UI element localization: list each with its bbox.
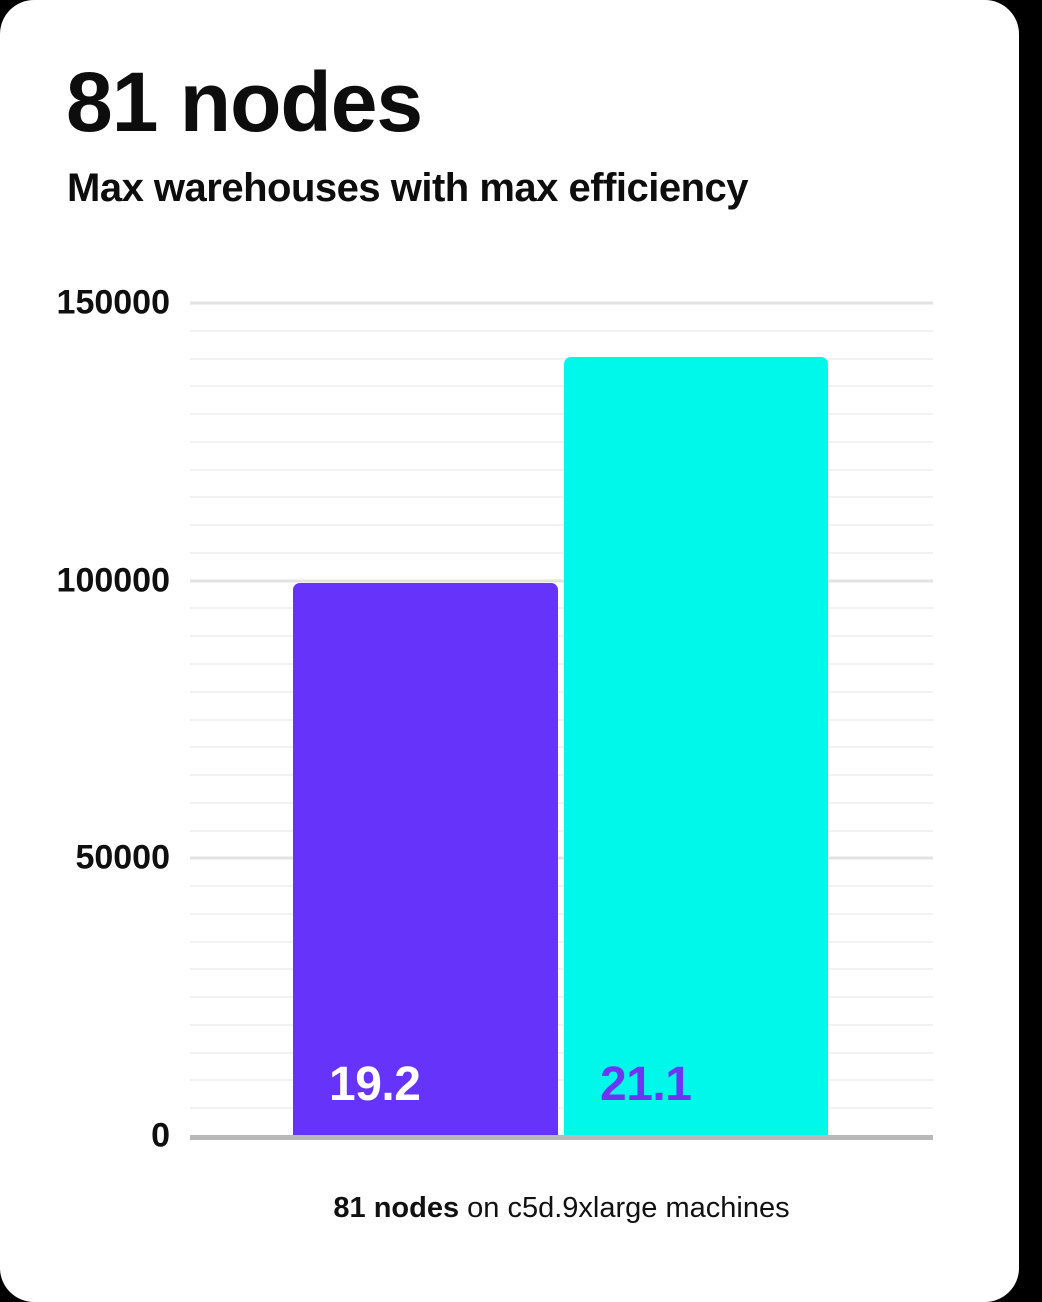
bar-21.1: 21.1 — [564, 356, 828, 1135]
minor-gridline — [190, 468, 933, 471]
y-axis-tick-label: 150000 — [56, 283, 170, 322]
minor-gridline — [190, 801, 933, 804]
major-gridline — [190, 301, 933, 305]
minor-gridline — [190, 1079, 933, 1082]
minor-gridline — [190, 413, 933, 416]
bar-chart: 0 50000 100000 150000 19.2 21.1 — [56, 283, 933, 1155]
minor-gridline — [190, 912, 933, 915]
minor-gridline — [190, 1051, 933, 1054]
x-axis-line — [190, 1135, 933, 1140]
minor-gridline — [190, 968, 933, 971]
minor-gridline — [190, 774, 933, 777]
minor-gridline — [190, 385, 933, 388]
y-axis-tick-label: 100000 — [56, 561, 170, 600]
minor-gridline — [190, 996, 933, 999]
chart-caption: 81 nodes on c5d.9xlarge machines — [190, 1192, 933, 1225]
minor-gridline — [190, 607, 933, 610]
major-gridline — [190, 579, 933, 583]
minor-gridline — [190, 524, 933, 527]
y-axis-tick-label: 0 — [151, 1116, 170, 1155]
minor-gridline — [190, 329, 933, 332]
minor-gridline — [190, 1023, 933, 1026]
minor-gridline — [190, 662, 933, 665]
bar-value-label: 21.1 — [600, 1057, 692, 1111]
minor-gridline — [190, 357, 933, 360]
minor-gridline — [190, 551, 933, 554]
minor-gridline — [190, 690, 933, 693]
minor-gridline — [190, 496, 933, 499]
minor-gridline — [190, 635, 933, 638]
minor-gridline — [190, 718, 933, 721]
chart-card: 81 nodes Max warehouses with max efficie… — [0, 0, 1019, 1302]
minor-gridline — [190, 885, 933, 888]
minor-gridline — [190, 440, 933, 443]
minor-gridline — [190, 746, 933, 749]
caption-regular-text: on c5d.9xlarge machines — [459, 1192, 790, 1224]
minor-gridline — [190, 1107, 933, 1110]
bar-19.2: 19.2 — [293, 583, 558, 1135]
bar-value-label: 19.2 — [329, 1057, 421, 1111]
caption-bold-text: 81 nodes — [333, 1192, 460, 1224]
page-title: 81 nodes — [66, 55, 423, 149]
minor-gridline — [190, 829, 933, 832]
y-axis-tick-label: 50000 — [75, 838, 170, 877]
major-gridline — [190, 856, 933, 860]
minor-gridline — [190, 940, 933, 943]
page-subtitle: Max warehouses with max efficiency — [67, 166, 749, 210]
